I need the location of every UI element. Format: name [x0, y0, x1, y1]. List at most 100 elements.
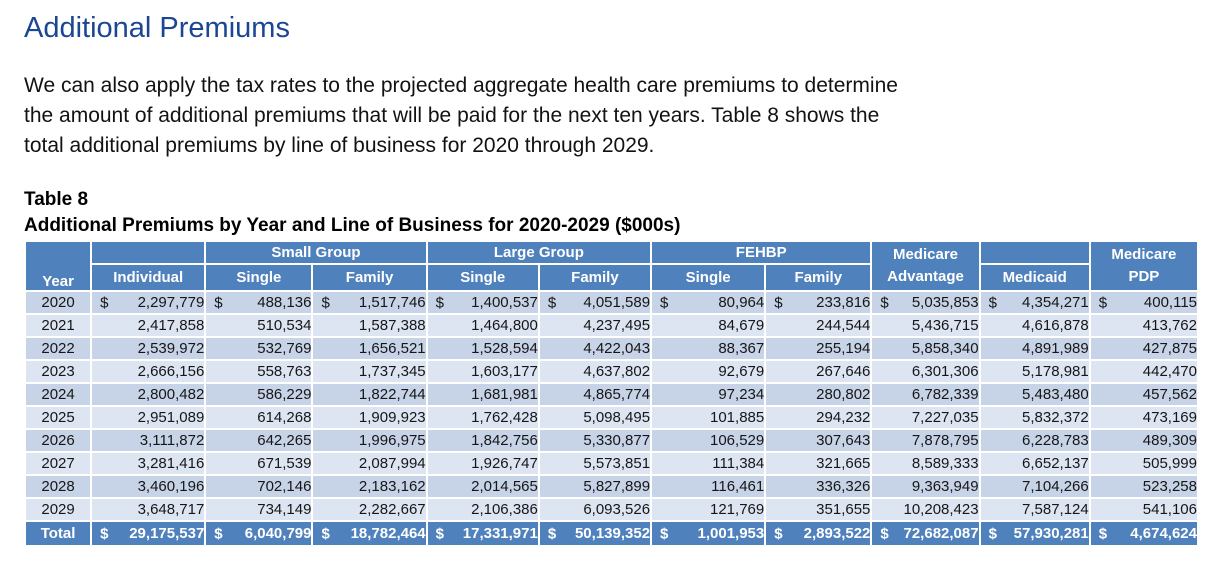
amount-cell: 10,208,423 — [872, 499, 979, 520]
amount-value: 244,544 — [816, 317, 871, 334]
amount-cell: 1,762,428 — [427, 407, 538, 428]
col-header-year: Year — [26, 242, 91, 290]
amount-value: 4,865,774 — [583, 386, 651, 403]
col-header-fehbp-family: Family — [766, 265, 871, 290]
amount-value: 321,665 — [816, 455, 871, 472]
amount-value: 1,737,345 — [358, 363, 426, 380]
amount-value: 541,106 — [1142, 501, 1197, 518]
amount-value: 8,589,333 — [911, 455, 979, 472]
table-row-total: Total $29,175,537 $6,040,799 $18,782,464 $17… — [26, 522, 1197, 545]
amount-cell: 3,460,196 — [92, 476, 205, 497]
amount-cell: 1,926,747 — [427, 453, 538, 474]
amount-cell: 442,470 — [1090, 361, 1197, 382]
amount-value: 442,470 — [1142, 363, 1197, 380]
amount-value: 5,035,853 — [911, 294, 979, 311]
amount-value: 1,400,537 — [471, 294, 538, 311]
amount-cell: 541,106 — [1090, 499, 1197, 520]
amount-value: 1,996,975 — [358, 432, 426, 449]
amount-cell: 336,326 — [766, 476, 871, 497]
year-cell: 2021 — [26, 315, 91, 336]
amount-value: 427,875 — [1142, 340, 1197, 357]
amount-value: 101,885 — [710, 409, 765, 426]
amount-value: 4,891,989 — [1022, 340, 1089, 357]
amount-value: 400,115 — [1143, 294, 1197, 311]
amount-value: 6,652,137 — [1022, 455, 1089, 472]
col-header-large-group-single: Single — [427, 265, 538, 290]
header-row-columns: Individual Single Family Single Family S… — [26, 265, 1197, 290]
year-cell: 2023 — [26, 361, 91, 382]
amount-value: 505,999 — [1142, 455, 1197, 472]
amount-cell: 7,227,035 — [872, 407, 979, 428]
amount-value: 7,878,795 — [911, 432, 979, 449]
amount-cell: 5,178,981 — [980, 361, 1089, 382]
total-label: Total — [26, 522, 91, 545]
amount-cell: 413,762 — [1090, 315, 1197, 336]
amount-cell: $4,051,589 — [539, 292, 651, 313]
amount-cell: 351,655 — [766, 499, 871, 520]
amount-cell: 4,616,878 — [980, 315, 1089, 336]
amount-cell: 586,229 — [206, 384, 312, 405]
amount-cell: 523,258 — [1090, 476, 1197, 497]
amount-value: 5,832,372 — [1022, 409, 1089, 426]
amount-cell: 510,534 — [206, 315, 312, 336]
header-row-groups: Year Small Group Large Group FEHBP Medic… — [26, 242, 1197, 290]
col-header-individual-spacer — [92, 242, 205, 263]
amount-cell: 702,146 — [206, 476, 312, 497]
amount-cell: 92,679 — [652, 361, 765, 382]
col-header-medicaid-spacer — [980, 242, 1089, 263]
amount-cell: 2,087,994 — [313, 453, 426, 474]
amount-value: 121,769 — [710, 501, 765, 518]
amount-cell: $4,354,271 — [980, 292, 1089, 313]
amount-value: 72,682,087 — [903, 525, 979, 542]
amount-value: 9,363,949 — [911, 478, 979, 495]
amount-cell: 101,885 — [652, 407, 765, 428]
paragraph-line: total additional premiums by line of bus… — [24, 134, 655, 157]
amount-cell: 671,539 — [206, 453, 312, 474]
col-header-medicare-advantage-line1: Medicare — [892, 246, 959, 263]
amount-value: 307,643 — [816, 432, 871, 449]
amount-cell: 6,093,526 — [539, 499, 651, 520]
amount-value: 2,183,162 — [358, 478, 426, 495]
amount-cell: 505,999 — [1090, 453, 1197, 474]
amount-value: 413,762 — [1142, 317, 1197, 334]
amount-value: 1,762,428 — [471, 409, 538, 426]
amount-cell: 1,603,177 — [427, 361, 538, 382]
amount-value: 473,169 — [1142, 409, 1197, 426]
amount-cell: 7,104,266 — [980, 476, 1089, 497]
amount-cell: 457,562 — [1090, 384, 1197, 405]
amount-cell: $2,893,522 — [766, 522, 871, 545]
amount-cell: $2,297,779 — [92, 292, 205, 313]
dollar-sign: $ — [774, 294, 783, 311]
paragraph-line: the amount of additional premiums that w… — [24, 104, 880, 127]
amount-value: 586,229 — [257, 386, 312, 403]
amount-cell: 4,237,495 — [539, 315, 651, 336]
amount-value: 3,111,872 — [139, 432, 205, 449]
year-cell: 2025 — [26, 407, 91, 428]
year-cell: 2028 — [26, 476, 91, 497]
amount-cell: $6,040,799 — [206, 522, 312, 545]
amount-value: 6,301,306 — [911, 363, 979, 380]
amount-cell: 106,529 — [652, 430, 765, 451]
amount-cell: 5,832,372 — [980, 407, 1089, 428]
amount-value: 280,802 — [816, 386, 871, 403]
col-header-medicare-pdp: Medicare PDP — [1090, 242, 1197, 290]
document-page: Additional Premiums We can also apply th… — [24, 12, 1197, 545]
amount-value: 4,637,802 — [583, 363, 651, 380]
amount-value: 4,674,624 — [1130, 525, 1197, 542]
amount-value: 1,842,756 — [471, 432, 538, 449]
amount-value: 5,330,877 — [583, 432, 651, 449]
amount-cell: $72,682,087 — [872, 522, 979, 545]
amount-cell: 2,106,386 — [427, 499, 538, 520]
table-row-2022: 2022 2,539,972 532,769 1,656,521 1,528,594 4,… — [26, 338, 1197, 359]
year-cell: 2020 — [26, 292, 91, 313]
dollar-sign: $ — [988, 294, 997, 311]
amount-value: 1,656,521 — [358, 340, 426, 357]
amount-value: 1,001,953 — [697, 525, 765, 542]
amount-cell: 121,769 — [652, 499, 765, 520]
amount-cell: 5,573,851 — [539, 453, 651, 474]
table-row-2026: 2026 3,111,872 642,265 1,996,975 1,842,756 5,… — [26, 430, 1197, 451]
amount-value: 5,483,480 — [1022, 386, 1089, 403]
amount-value: 1,528,594 — [471, 340, 538, 357]
amount-value: 1,822,744 — [358, 386, 426, 403]
amount-value: 2,951,089 — [137, 409, 205, 426]
